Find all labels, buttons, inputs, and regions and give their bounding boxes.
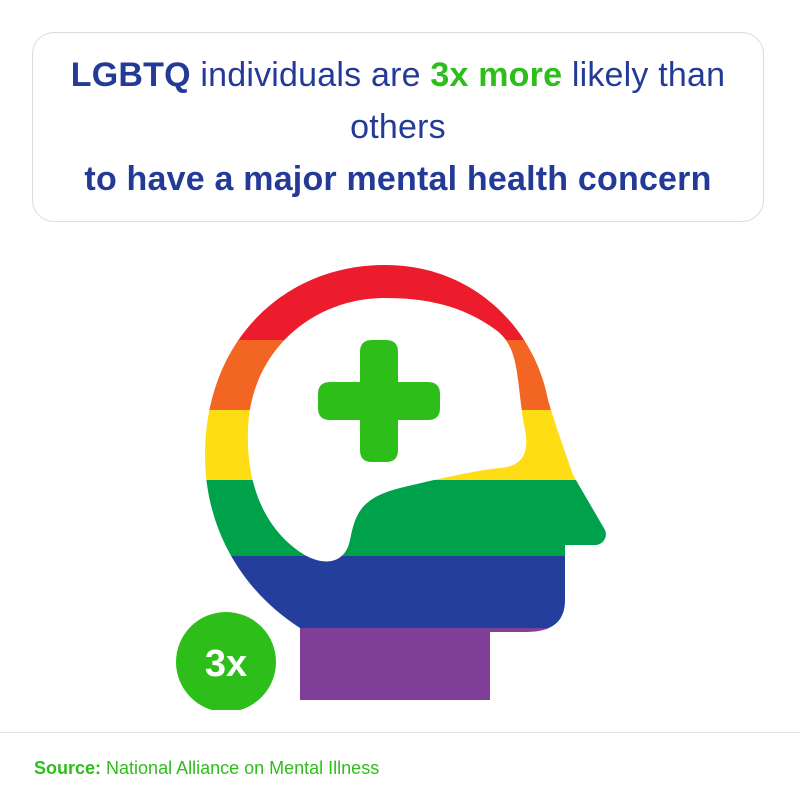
- source-line: Source: National Alliance on Mental Illn…: [34, 758, 379, 779]
- headline: LGBTQ individuals are 3x more likely tha…: [33, 49, 763, 205]
- headline-text-2: likely than others: [350, 56, 726, 146]
- 3x-badge-label: 3x: [205, 643, 247, 685]
- headline-card: LGBTQ individuals are 3x more likely tha…: [32, 32, 764, 222]
- stripe-green: [205, 480, 606, 558]
- medical-cross-icon: [318, 340, 440, 462]
- headline-3x-more: 3x more: [430, 56, 563, 94]
- headline-major-concern: to have a major mental health concern: [84, 160, 712, 198]
- 3x-badge: [176, 612, 276, 710]
- headline-lgbtq: LGBTQ: [70, 56, 191, 94]
- source-text: National Alliance on Mental Illness: [101, 758, 380, 778]
- divider: [0, 732, 800, 733]
- source-label: Source:: [34, 758, 102, 778]
- rainbow-head-icon: 3x: [176, 265, 606, 710]
- headline-text-1: individuals are: [190, 56, 431, 94]
